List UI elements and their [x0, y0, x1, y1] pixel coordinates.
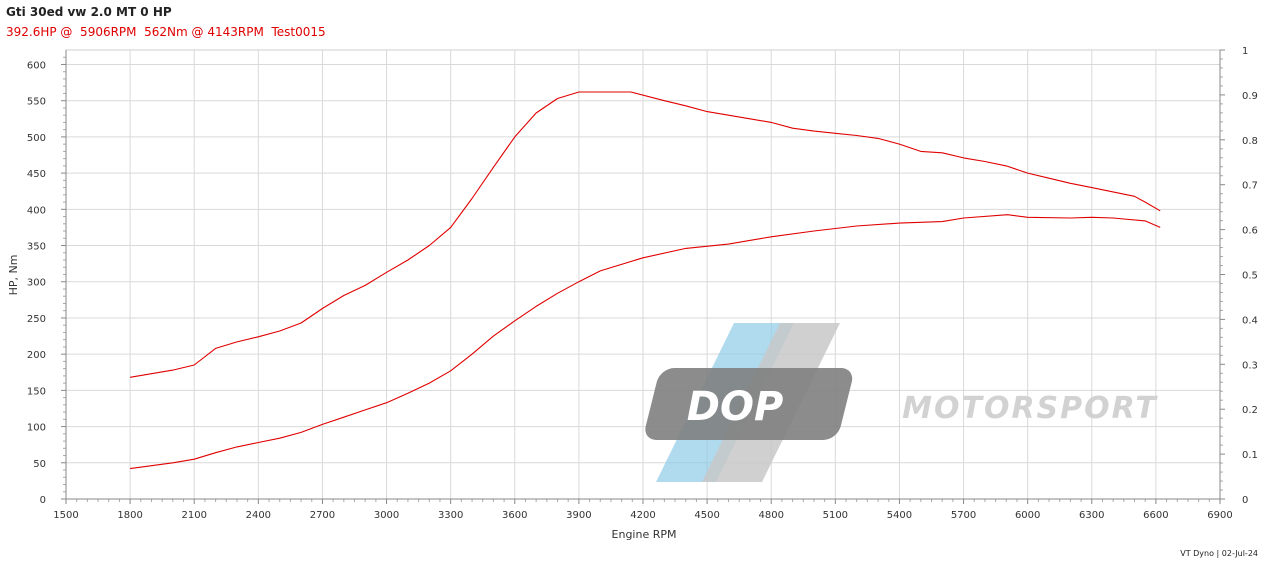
y2-tick-label: 1: [1242, 46, 1248, 57]
x-tick-label: 2700: [310, 510, 335, 521]
tick-labels: 1500 1800 2100 2400 2700 3000 3300 3600 3900 4200…: [27, 46, 1258, 521]
x-tick-label: 3300: [438, 510, 463, 521]
y2-tick-label: 0: [1242, 495, 1248, 506]
y2-tick-label: 0.3: [1242, 360, 1258, 371]
x-tick-label: 5100: [823, 510, 848, 521]
series-line-1: [130, 91, 1161, 378]
x-tick-label: 4200: [630, 510, 655, 521]
logo-brand: DOP: [687, 384, 784, 430]
y2-tick-label: 0.4: [1242, 315, 1258, 326]
x-tick-label: 1800: [117, 510, 142, 521]
y-tick-label: 300: [27, 278, 46, 289]
axes: [61, 49, 1225, 504]
y-tick-label: 250: [27, 314, 46, 325]
y-tick-label: 550: [27, 97, 46, 108]
y2-tick-label: 0.2: [1242, 405, 1258, 416]
y2-tick-label: 0.5: [1242, 271, 1258, 282]
x-tick-label: 1500: [53, 510, 78, 521]
x-axis-label: Engine RPM: [612, 528, 677, 541]
x-tick-label: 6000: [1015, 510, 1040, 521]
y-tick-label: 100: [27, 423, 46, 434]
x-tick-label: 4500: [694, 510, 719, 521]
series-layer: [130, 91, 1161, 470]
x-tick-label: 6900: [1207, 510, 1232, 521]
y-tick-label: 500: [27, 133, 46, 144]
y2-tick-label: 0.7: [1242, 181, 1258, 192]
y2-tick-label: 0.1: [1242, 450, 1258, 461]
y-tick-label: 400: [27, 205, 46, 216]
x-tick-label: 3000: [374, 510, 399, 521]
x-tick-label: 2400: [246, 510, 271, 521]
y-tick-label: 150: [27, 386, 46, 397]
y2-tick-label: 0.9: [1242, 91, 1258, 102]
logo-tagline: MOTORSPORT: [902, 391, 1158, 426]
x-tick-label: 6600: [1143, 510, 1168, 521]
y-axis-label: HP, Nm: [7, 255, 20, 296]
x-tick-label: 3600: [502, 510, 527, 521]
x-tick-label: 3900: [566, 510, 591, 521]
chart-subtitle: 392.6HP @ 5906RPM 562Nm @ 4143RPM Test00…: [6, 25, 326, 39]
series-line-2: [130, 214, 1161, 470]
y-tick-label: 50: [33, 459, 46, 470]
footer-stamp: VT Dyno | 02-Jul-24: [1180, 549, 1258, 558]
y-tick-label: 200: [27, 350, 46, 361]
x-tick-label: 2100: [181, 510, 206, 521]
x-tick-label: 4800: [758, 510, 783, 521]
x-tick-label: 5400: [887, 510, 912, 521]
y2-tick-label: 0.8: [1242, 136, 1258, 147]
y-tick-label: 0: [40, 495, 46, 506]
dop-motorsport-logo: DOP MOTORSPORT: [645, 323, 1158, 482]
x-tick-label: 6300: [1079, 510, 1104, 521]
grid-lines: [65, 49, 1221, 500]
y-tick-label: 350: [27, 242, 46, 253]
y-tick-label: 600: [27, 60, 46, 71]
x-tick-label: 5700: [951, 510, 976, 521]
y-tick-label: 450: [27, 169, 46, 180]
y2-tick-label: 0.6: [1242, 226, 1258, 237]
chart-title: Gti 30ed vw 2.0 MT 0 HP: [6, 5, 172, 19]
